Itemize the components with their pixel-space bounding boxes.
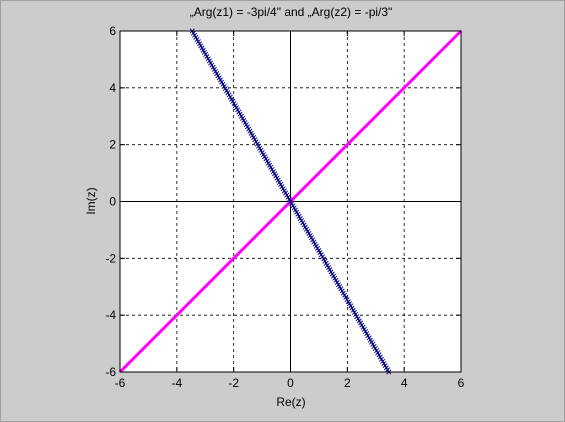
x-tick-label: -6: [115, 376, 126, 390]
x-tick-label: 2: [344, 376, 351, 390]
series-layer: [118, 28, 463, 375]
x-tick-label: -2: [228, 376, 239, 390]
x-tick-label: 4: [401, 376, 408, 390]
y-tick-label: -4: [105, 308, 116, 322]
x-axis-label: Re(z): [276, 395, 305, 409]
y-tick-label: -6: [105, 365, 116, 379]
x-tick-label: 6: [458, 376, 465, 390]
y-tick-label: 2: [109, 138, 116, 152]
x-tick-labels: -6 -4 -2 0 2 4 6: [115, 376, 465, 390]
y-axis-label: Im(z): [84, 187, 98, 214]
y-tick-label: 4: [109, 81, 116, 95]
y-tick-label: -2: [105, 251, 116, 265]
x-tick-label: 0: [287, 376, 294, 390]
tick-marks: [119, 30, 462, 373]
y-tick-label: 0: [109, 195, 116, 209]
y-tick-labels: -6 -4 -2 0 2 4 6: [105, 24, 116, 379]
y-tick-label: 6: [109, 24, 116, 38]
chart-title: „Arg(z1) = -3pi/4" and „Arg(z2) = -pi/3": [190, 5, 393, 19]
series-2: [189, 28, 392, 375]
x-tick-label: -4: [171, 376, 182, 390]
